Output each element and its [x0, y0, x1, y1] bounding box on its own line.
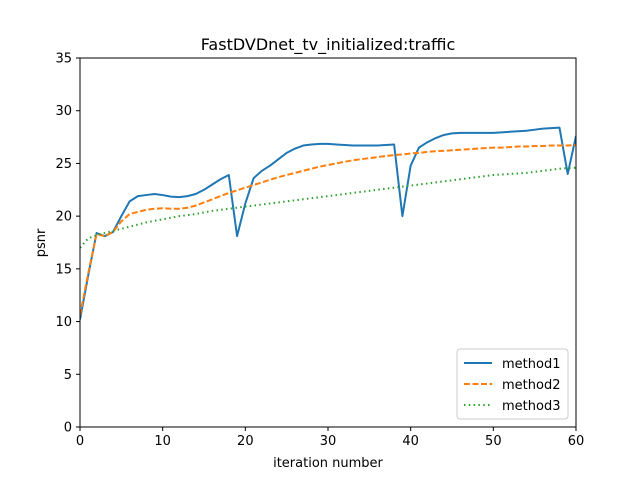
- x-tick-label: 0: [76, 434, 84, 449]
- x-axis-label: iteration number: [273, 456, 383, 471]
- y-tick-label: 30: [55, 104, 72, 119]
- x-tick-label: 50: [485, 434, 502, 449]
- y-tick-label: 10: [55, 315, 72, 330]
- x-tick-label: 10: [154, 434, 171, 449]
- x-tick-label: 30: [320, 434, 337, 449]
- plot-area: [80, 126, 576, 320]
- x-tick-label: 60: [568, 434, 585, 449]
- series-line-method2: [80, 143, 576, 316]
- x-tick-label: 20: [237, 434, 254, 449]
- series-line-method3: [80, 166, 576, 249]
- legend: method1 method2 method3: [456, 348, 569, 420]
- legend-label-method1: method1: [502, 357, 560, 372]
- y-tick-label: 35: [55, 52, 72, 67]
- chart-title: FastDVDnet_tv_initialized:traffic: [201, 35, 456, 55]
- x-tick-label: 40: [402, 434, 419, 449]
- y-tick-label: 25: [55, 157, 72, 172]
- legend-label-method2: method2: [502, 378, 560, 393]
- y-tick-label: 0: [64, 421, 72, 436]
- y-tick-label: 5: [64, 368, 72, 383]
- legend-label-method3: method3: [502, 399, 560, 414]
- axes: 0 10 20 30 40 50 60 0 5 10 15 20 25 30 35: [55, 52, 584, 450]
- series-line-method1: [80, 126, 576, 320]
- y-tick-label: 20: [55, 210, 72, 225]
- y-axis-label: psnr: [34, 228, 49, 257]
- y-tick-label: 15: [55, 262, 72, 277]
- legend-box: [456, 348, 569, 420]
